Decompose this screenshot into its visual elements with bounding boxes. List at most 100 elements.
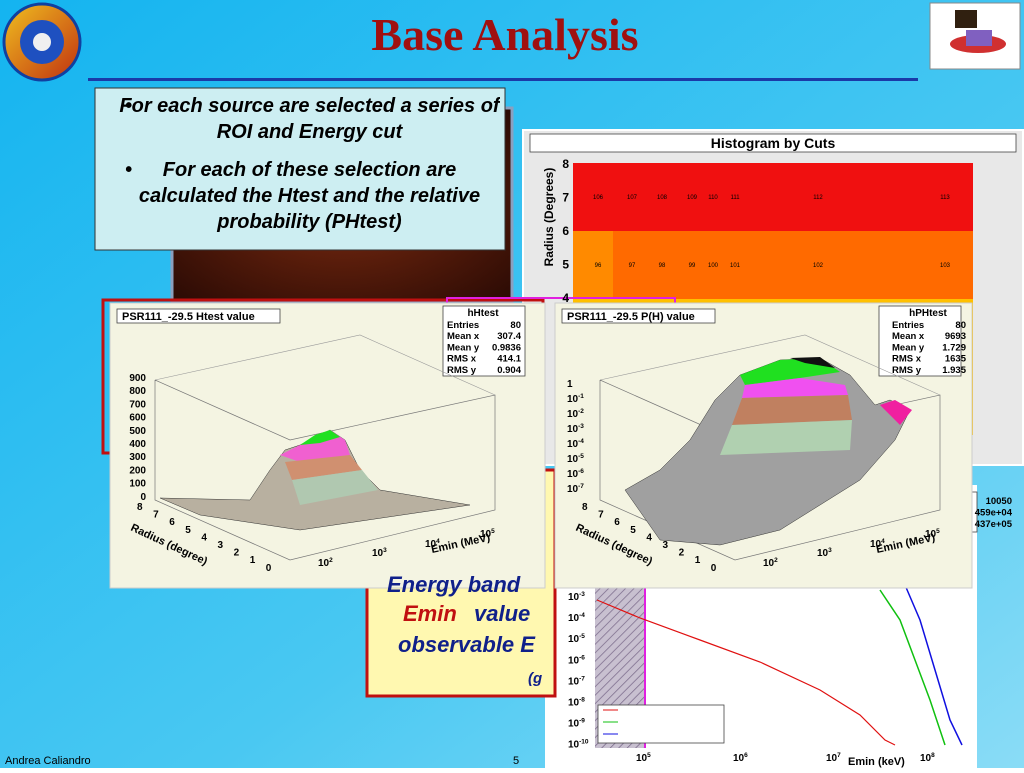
y-tick-label-exp: -6: [579, 654, 585, 661]
y-tick-label-base: 10: [568, 719, 580, 730]
stats-value: 459e+04: [975, 508, 1013, 519]
emin-tick-label-exp: 5: [491, 528, 495, 535]
radius-tick-label: 5: [630, 525, 636, 536]
radius-tick-label: 7: [153, 510, 159, 521]
z-tick-label: 900: [129, 373, 146, 384]
radius-tick-label: 8: [582, 502, 588, 513]
z-tick-label-base: 1: [567, 379, 573, 390]
z-tick-label: 800: [129, 386, 146, 397]
stats-name: hHtest: [467, 308, 499, 319]
right-logo: [929, 2, 1021, 70]
emin-tick-label-base: 10: [870, 539, 882, 550]
z-tick-label-base: 10: [567, 394, 579, 405]
y-tick-label: 10-8: [568, 697, 585, 709]
cell-label: 99: [689, 263, 696, 269]
y-tick-label-base: 10: [568, 676, 580, 687]
emin-tick-label-exp: 3: [383, 547, 387, 554]
stats-key: RMS x: [892, 354, 922, 365]
y-tick-label: 10-7: [568, 675, 585, 687]
z-tick-label: 10-2: [567, 408, 584, 420]
cell-label: 107: [627, 195, 638, 201]
panel-title: Histogram by Cuts: [711, 135, 836, 151]
cell-label: 110: [708, 195, 718, 201]
z-tick-label-exp: -3: [578, 423, 584, 430]
stats-key: Mean x: [447, 331, 480, 342]
radius-tick-label: 1: [250, 555, 256, 566]
emin-tick-label: 102: [318, 557, 333, 569]
x-tick-label-exp: 8: [931, 752, 935, 759]
z-tick-label-base: 10: [567, 454, 579, 465]
stats-value: 80: [510, 320, 521, 331]
stats-value: 1.729: [942, 342, 966, 353]
y-tick-label-base: 10: [568, 698, 580, 709]
y-tick-label-base: 10: [568, 655, 580, 666]
z-tick-label-exp: -7: [578, 483, 584, 490]
z-tick-label: 0: [140, 492, 146, 503]
z-tick-label: 10-1: [567, 393, 584, 405]
y-tick-label-exp: -7: [579, 675, 585, 682]
bullet-text: For each of these selection are calculat…: [125, 159, 481, 233]
stats-value: 9693: [945, 331, 966, 342]
stats-key: RMS y: [447, 365, 477, 376]
emin-tick-label-exp: 3: [828, 547, 832, 554]
note-text: (g: [528, 670, 542, 687]
cell-label: 98: [659, 263, 666, 269]
y-tick-label-base: 10: [568, 740, 580, 751]
y-tick-label-exp: -10: [579, 739, 589, 746]
z-tick-label-exp: -5: [578, 453, 584, 460]
bullet-item: For each source are selected a series of…: [119, 95, 499, 143]
stats-key: Mean x: [892, 331, 925, 342]
z-tick-label: 700: [129, 399, 146, 410]
y-tick-label: 10-5: [568, 633, 585, 645]
emin-tick-label: 102: [763, 557, 778, 569]
emin-tick-label-base: 10: [480, 529, 492, 540]
stats-value: 0.904: [497, 365, 521, 376]
z-tick-label: 10-7: [567, 483, 584, 495]
emin-tick-label: 105: [480, 528, 495, 540]
emin-tick-label: 103: [372, 547, 387, 559]
note-text: value: [474, 601, 530, 626]
x-tick-label-base: 10: [733, 753, 745, 764]
stats-value: 1.935: [942, 365, 966, 376]
y-tick-label-exp: -9: [579, 718, 585, 725]
z-tick-label: 10-6: [567, 468, 584, 480]
cell-label: 111: [730, 195, 740, 201]
emin-tick-label-base: 10: [425, 539, 437, 550]
emin-tick-label-base: 10: [925, 529, 937, 540]
note-text: Emin: [403, 601, 457, 626]
emin-tick-label-base: 10: [372, 548, 384, 559]
z-tick-label: 10-5: [567, 453, 584, 465]
bullet-box: [94, 87, 506, 251]
z-tick-label-exp: -2: [578, 408, 584, 415]
radius-tick-label: 1: [695, 555, 701, 566]
x-tick-label-exp: 6: [744, 752, 748, 759]
x-tick-label-exp: 7: [837, 752, 841, 759]
y-tick-label: 10-6: [568, 654, 585, 666]
stats-value: 0.9836: [492, 342, 521, 353]
x-tick-label: 107: [826, 752, 841, 764]
z-tick-label-base: 10: [567, 409, 579, 420]
y-tick-label: 6: [562, 224, 569, 238]
z-tick-label-exp: -4: [578, 438, 584, 445]
emin-tick-label-exp: 5: [936, 528, 940, 535]
emin-tick-label: 105: [925, 528, 940, 540]
bullet-item: For each of these selection are calculat…: [125, 159, 481, 233]
htest-panel: [109, 302, 546, 589]
stats-value: 307.4: [497, 331, 521, 342]
title-rule: [88, 78, 918, 81]
z-tick-label: 400: [129, 439, 146, 450]
footer-author: Andrea Caliandro: [5, 755, 91, 767]
y-tick-label: 4: [562, 291, 569, 305]
emin-tick-label-base: 10: [763, 558, 775, 569]
z-tick-label: 600: [129, 413, 146, 424]
note-text: observable E: [398, 632, 536, 657]
panel-title: PSR111_-29.5 Htest value: [122, 311, 255, 323]
bullet-dot: •: [125, 95, 133, 117]
cell-label: 101: [730, 263, 741, 269]
y-tick-label-exp: -3: [579, 591, 585, 598]
y-tick-label-base: 10: [568, 634, 580, 645]
stats-key: RMS x: [447, 354, 477, 365]
cell-label: 96: [595, 263, 602, 269]
z-tick-label-exp: -6: [578, 468, 584, 475]
z-tick-label-exp: -1: [578, 393, 584, 400]
